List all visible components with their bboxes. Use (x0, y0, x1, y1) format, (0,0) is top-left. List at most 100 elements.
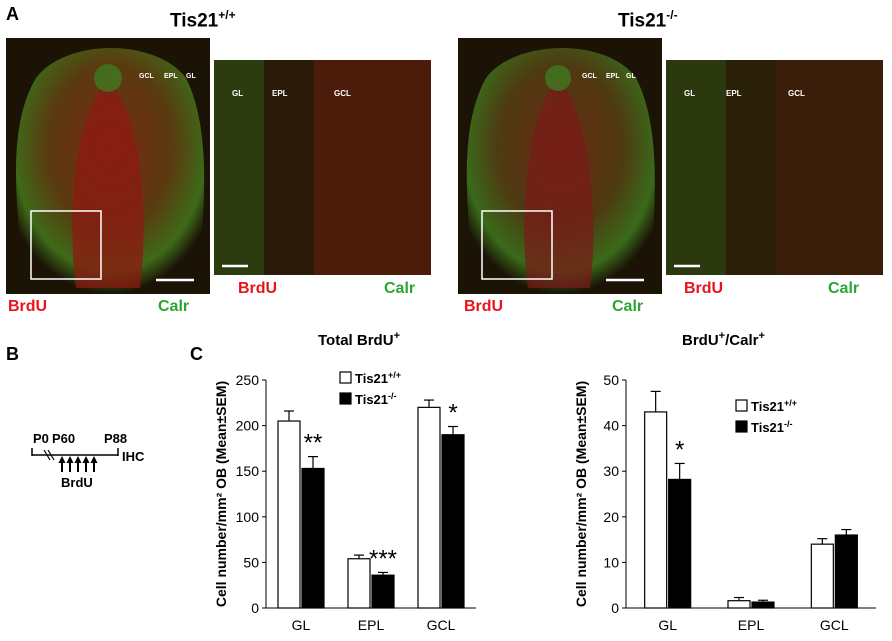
category-label: GCL (820, 617, 849, 633)
layer-label-epl: EPL (726, 89, 742, 98)
genotype-wt-sup: +/+ (218, 8, 236, 22)
layer-label-gl: GL (232, 89, 243, 98)
y-tick-label: 30 (603, 463, 619, 479)
category-label: GL (658, 617, 677, 633)
significance-marker: * (448, 400, 457, 427)
significance-marker: * (675, 436, 684, 463)
legend-swatch-ko (735, 420, 748, 433)
y-tick-label: 50 (603, 372, 619, 388)
layer-label-gcl: GCL (582, 73, 598, 80)
legend-label-wt: Tis21+/+ (751, 398, 797, 414)
bar-ko-epl (751, 601, 775, 609)
injection-arrowhead-icon (82, 456, 90, 463)
channel-label-calr: Calr (158, 298, 190, 315)
bar-ko-gl (301, 467, 325, 609)
channel-label-calr: Calr (384, 280, 416, 297)
channel-label-brdu: BrdU (238, 280, 278, 297)
layer-label-gl: GL (684, 89, 695, 98)
y-axis-label: Cell number/mm² OB (Mean±SEM) (573, 381, 589, 607)
legend-label-ko: Tis21-/- (751, 419, 793, 435)
bar-chart-brdu-calr: 0 10 20 30 40 50 Cell number/mm² OB (Mean±SEM)… (573, 372, 876, 633)
y-tick-label: 50 (243, 554, 259, 570)
bar-ko-gl (668, 478, 692, 609)
bar-wt-gl (277, 420, 301, 609)
y-tick-label: 100 (236, 509, 260, 525)
chart-title-brdu-calr: BrdU+/Calr+ (682, 330, 765, 349)
layer-label-epl: EPL (164, 73, 178, 80)
channel-label-brdu: BrdU (464, 298, 504, 315)
bar-ko-gcl (834, 534, 858, 609)
legend-swatch-wt (339, 371, 352, 384)
legend-label-ko: Tis21-/- (355, 391, 397, 407)
genotype-title-wt: Tis21+/+ (170, 8, 236, 32)
panel-label-b: B (6, 344, 19, 364)
injection-arrowhead-icon (74, 456, 82, 463)
genotype-ko-sup: -/- (666, 8, 678, 22)
timeline-break-icon (43, 449, 51, 461)
bar-wt-gcl (810, 543, 834, 609)
layer-label-epl: EPL (272, 89, 288, 98)
chart1-title-text: Total BrdU (318, 332, 394, 349)
layer-label-gcl: GCL (788, 89, 805, 98)
bar-ko-gcl (441, 434, 465, 609)
timeline-p88: P88 (104, 431, 127, 446)
chart2-title-sup: + (718, 330, 726, 342)
chart2-title-suffix: /Calr (725, 332, 759, 349)
channel-label-brdu: BrdU (8, 298, 48, 315)
injection-arrowhead-icon (66, 456, 74, 463)
inset-box-wt (30, 210, 102, 280)
injection-arrowhead-icon (90, 456, 98, 463)
significance-marker: *** (369, 545, 397, 572)
layer-label-gl: GL (186, 73, 196, 80)
significance-marker: ** (304, 430, 323, 457)
panel-label-a: A (6, 4, 19, 24)
genotype-ko-base: Tis21 (618, 10, 667, 32)
y-axis-label: Cell number/mm² OB (Mean±SEM) (213, 381, 229, 607)
bar-wt-gl (644, 411, 668, 609)
category-label: GL (292, 617, 311, 633)
timeline-p60: P60 (52, 431, 75, 446)
micrograph-wt-inset: GL EPL GCL (214, 60, 431, 275)
layer-label-epl: EPL (606, 73, 620, 80)
timeline-diagram: P0 P60 P88 IHC BrdU (31, 431, 145, 490)
chart1-title-sup: + (393, 330, 400, 342)
category-label: EPL (738, 617, 765, 633)
y-tick-label: 10 (603, 554, 619, 570)
micrograph-wt-overview: GCL EPL GL (6, 38, 210, 294)
chart2-title-text: BrdU (682, 332, 719, 349)
layer-label-gl: GL (626, 73, 636, 80)
panel-label-c: C (190, 344, 203, 364)
y-tick-label: 200 (236, 418, 260, 434)
timeline-p0: P0 (33, 431, 49, 446)
y-tick-label: 0 (611, 600, 619, 616)
category-label: EPL (358, 617, 385, 633)
y-tick-label: 40 (603, 418, 619, 434)
genotype-title-ko: Tis21-/- (618, 8, 678, 32)
legend-label-wt: Tis21+/+ (355, 370, 401, 386)
y-tick-label: 0 (251, 600, 259, 616)
channel-label-brdu: BrdU (684, 280, 724, 297)
bar-wt-epl (347, 558, 371, 609)
micrograph-ko-overview: GCL EPL GL (458, 38, 662, 294)
bar-ko-epl (371, 574, 395, 609)
bar-wt-epl (727, 600, 751, 609)
timeline-ihc: IHC (122, 449, 145, 464)
chart2-title-suffix-sup: + (758, 330, 765, 342)
injection-arrowhead-icon (58, 456, 66, 463)
bar-chart-total-brdu: 0 50 100 150 200 250 Cell number/mm² OB (Mean±… (213, 370, 476, 633)
micrograph-ko-inset: GL EPL GCL (666, 60, 883, 275)
injection-arrows (58, 456, 98, 472)
y-tick-label: 20 (603, 509, 619, 525)
genotype-wt-base: Tis21 (170, 10, 219, 32)
channel-label-calr: Calr (828, 280, 860, 297)
chart-title-total-brdu: Total BrdU+ (318, 330, 400, 349)
timeline-brdu: BrdU (61, 475, 93, 490)
y-tick-label: 250 (236, 372, 260, 388)
legend-swatch-wt (735, 399, 748, 412)
layer-label-gcl: GCL (139, 73, 155, 80)
layer-label-gcl: GCL (334, 89, 351, 98)
legend-swatch-ko (339, 392, 352, 405)
channel-label-calr: Calr (612, 298, 644, 315)
y-tick-label: 150 (236, 463, 260, 479)
bar-wt-gcl (417, 406, 441, 609)
